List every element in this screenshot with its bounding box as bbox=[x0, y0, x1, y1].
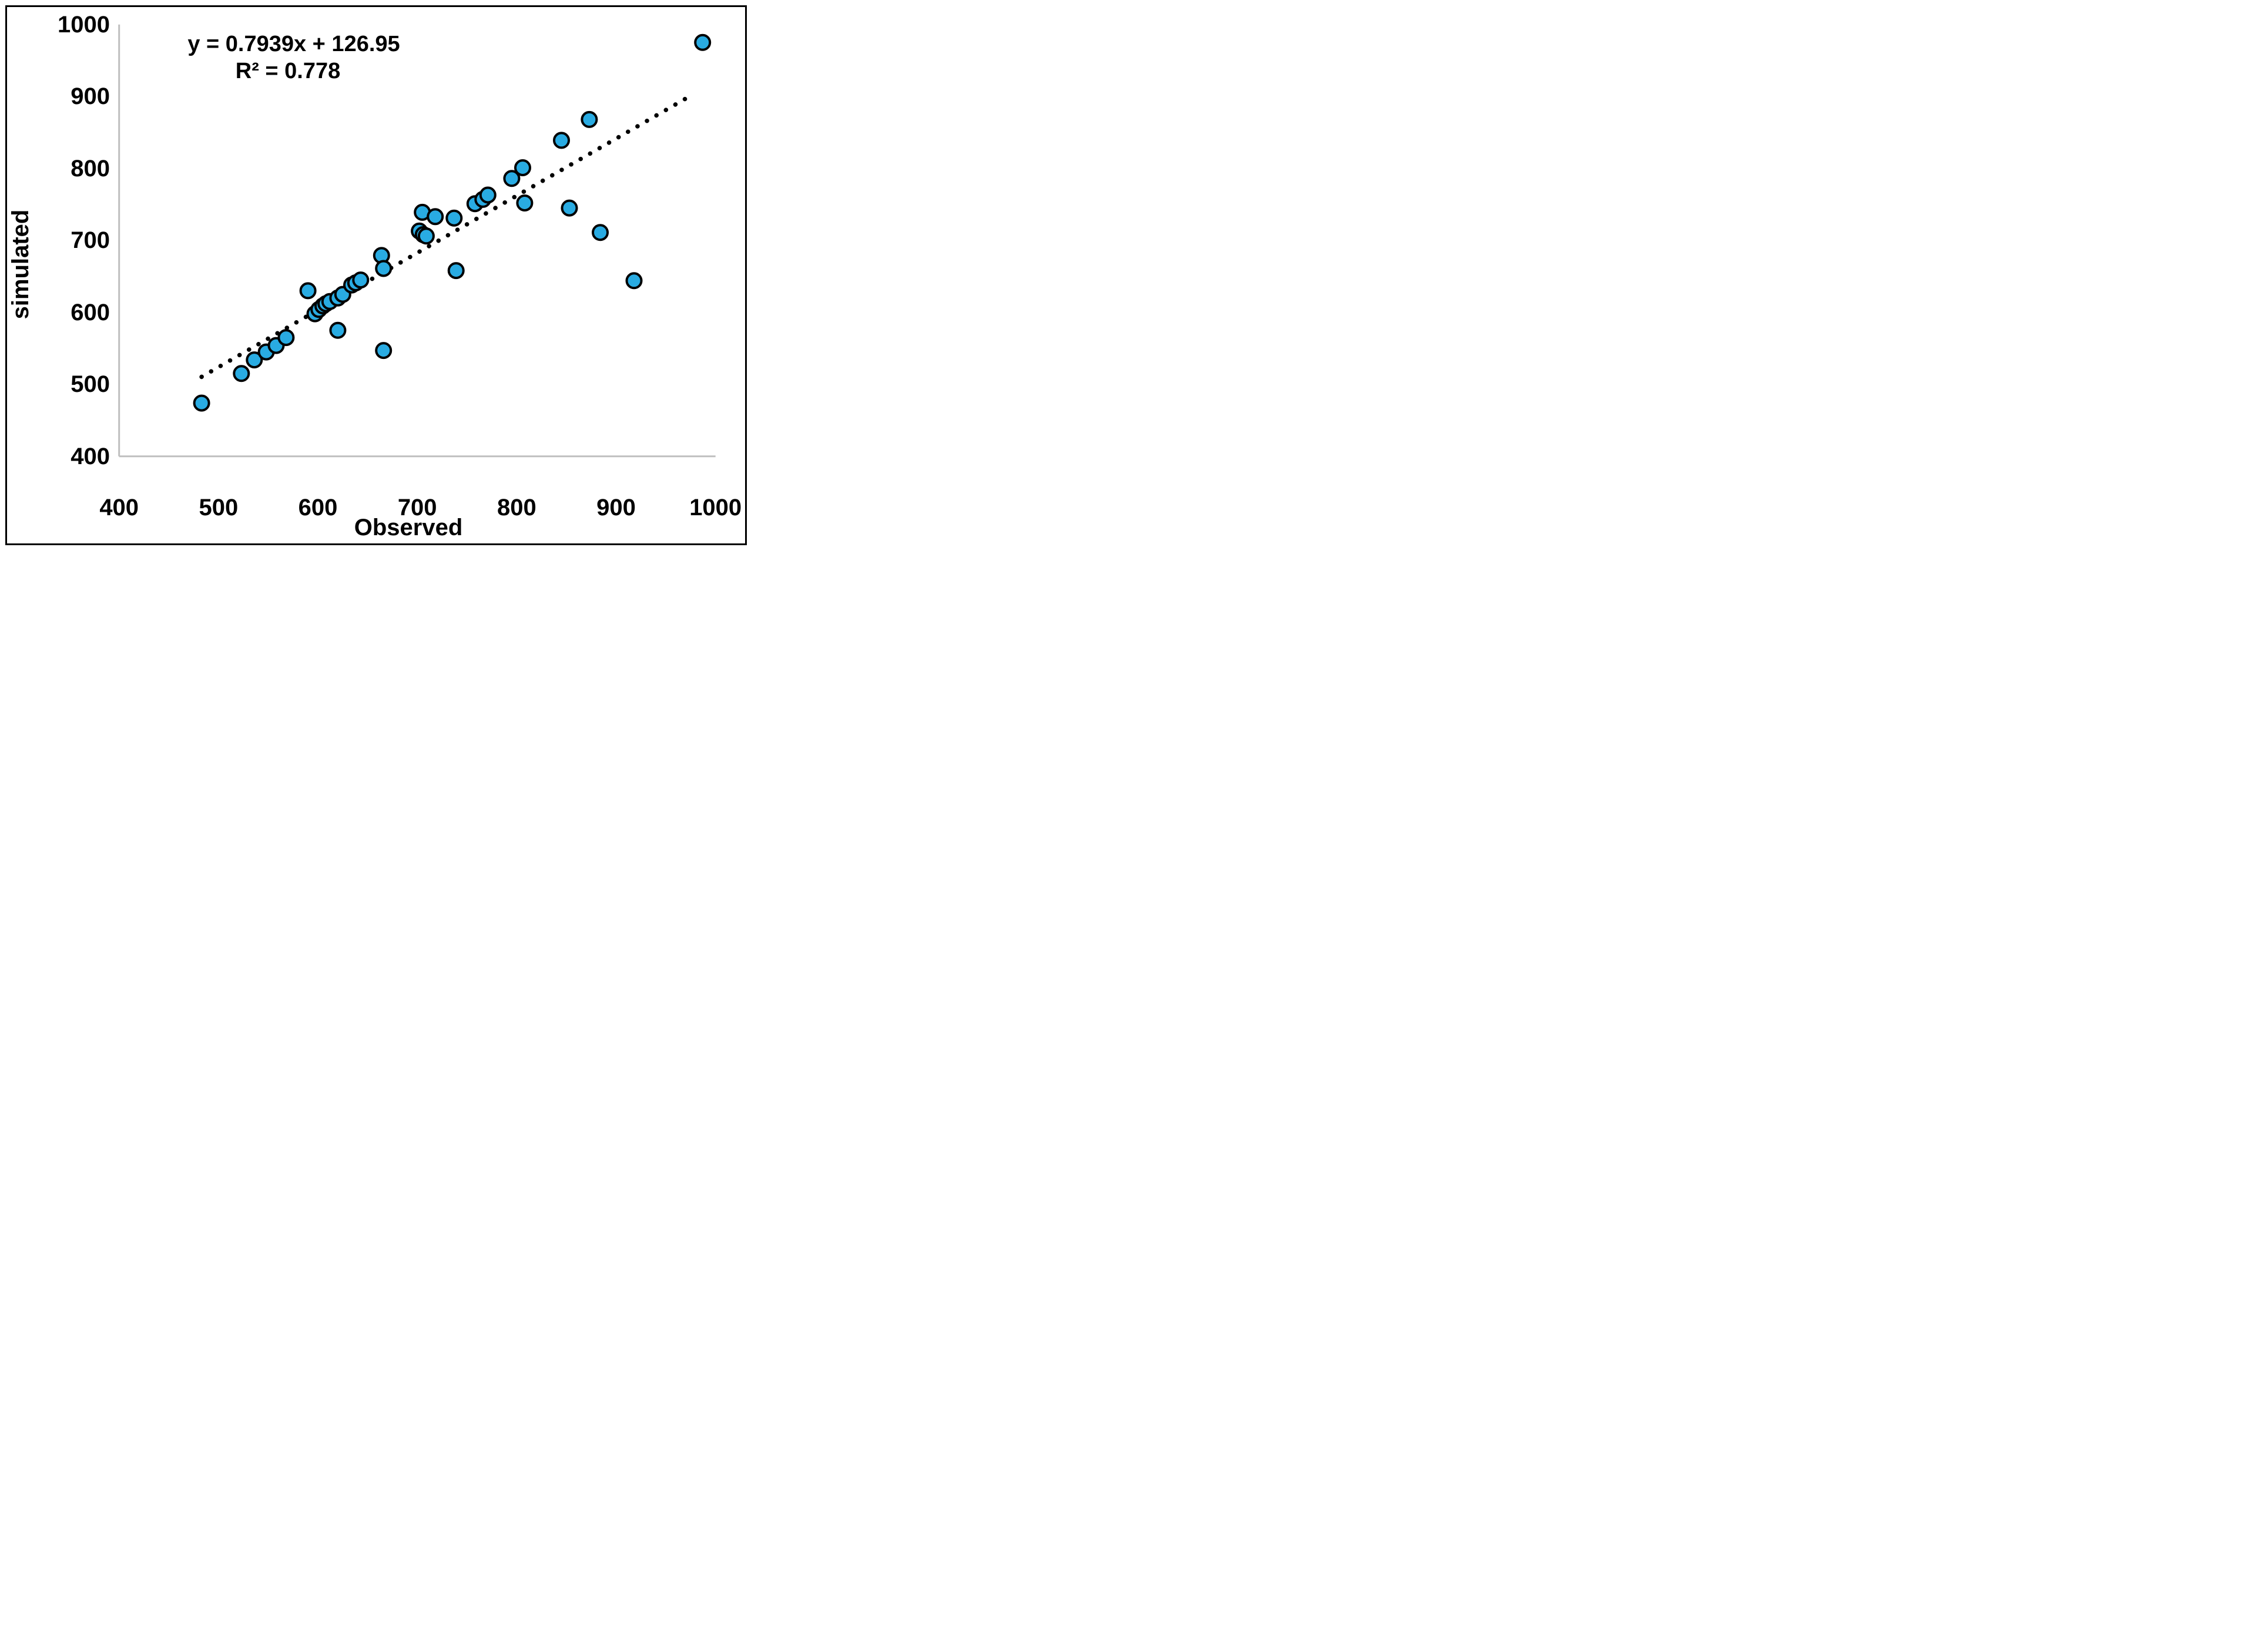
x-axis-title: Observed bbox=[354, 515, 463, 540]
data-point bbox=[514, 159, 531, 176]
data-point bbox=[479, 186, 497, 204]
y-tick-label: 500 bbox=[71, 371, 110, 398]
data-point bbox=[375, 342, 393, 360]
data-point bbox=[417, 227, 435, 245]
data-point bbox=[445, 209, 463, 227]
x-tick-label: 700 bbox=[397, 495, 437, 521]
data-point bbox=[427, 208, 444, 226]
data-point bbox=[553, 132, 570, 149]
data-point bbox=[592, 224, 609, 241]
data-point bbox=[233, 365, 250, 382]
x-tick-label: 800 bbox=[497, 495, 536, 521]
y-tick-label: 700 bbox=[71, 227, 110, 254]
data-point bbox=[625, 272, 643, 290]
data-point bbox=[447, 262, 465, 280]
trendline-dotted bbox=[199, 92, 695, 380]
data-point bbox=[299, 282, 317, 300]
data-point bbox=[516, 194, 534, 211]
y-tick-label: 800 bbox=[71, 155, 110, 182]
data-point bbox=[329, 321, 347, 339]
x-tick-label: 1000 bbox=[689, 495, 742, 521]
x-tick-label: 500 bbox=[199, 495, 239, 521]
data-point bbox=[581, 110, 598, 128]
data-point bbox=[561, 199, 578, 217]
y-axis-title: simulated bbox=[8, 209, 33, 320]
data-point bbox=[277, 329, 295, 347]
data-point bbox=[503, 170, 521, 187]
data-point bbox=[246, 351, 263, 369]
data-point bbox=[375, 260, 393, 277]
chart-frame bbox=[5, 5, 747, 545]
x-tick-label: 900 bbox=[596, 495, 636, 521]
data-point bbox=[694, 33, 712, 51]
scatter-plot bbox=[118, 24, 716, 458]
r-squared-label: R² = 0.778 bbox=[235, 59, 341, 83]
data-point bbox=[193, 394, 210, 412]
y-tick-label: 1000 bbox=[58, 11, 110, 38]
y-tick-label: 900 bbox=[71, 83, 110, 110]
x-tick-label: 600 bbox=[298, 495, 338, 521]
scatter-chart-figure: y = 0.7939x + 126.95 R² = 0.778 400 500 60… bbox=[0, 0, 752, 550]
y-tick-label: 400 bbox=[71, 443, 110, 469]
x-tick-label: 400 bbox=[99, 495, 139, 521]
y-tick-label: 600 bbox=[71, 299, 110, 325]
trendline-equation: y = 0.7939x + 126.95 bbox=[187, 32, 400, 56]
data-point bbox=[352, 271, 370, 289]
